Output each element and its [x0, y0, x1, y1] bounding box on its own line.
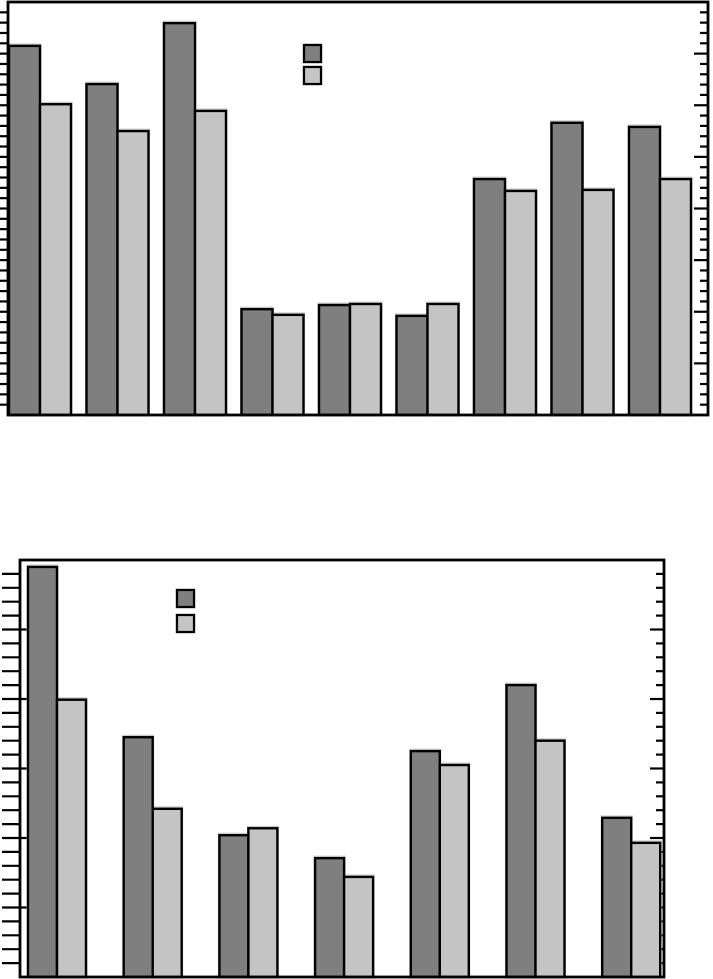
bar-series-1-dark-group-4 — [240, 307, 274, 417]
bottom-chart — [2, 558, 666, 979]
bar-series-2-light-group-5 — [438, 763, 470, 979]
bar-series-1-dark-group-7 — [601, 816, 633, 979]
bar-series-1-dark-group-2 — [85, 82, 119, 417]
legend-swatch-light — [302, 65, 323, 86]
bar-series-1-dark-group-9 — [627, 125, 662, 417]
bar-series-1-dark-group-3 — [162, 21, 197, 417]
legend — [175, 588, 196, 634]
bar-series-1-dark-group-2 — [122, 736, 154, 979]
bar-series-2-light-group-1 — [38, 103, 73, 417]
bar-series-2-light-group-2 — [116, 129, 150, 417]
bar-series-2-light-group-3 — [247, 827, 279, 979]
bar-series-2-light-group-4 — [271, 313, 305, 417]
bar-series-2-light-group-4 — [342, 875, 375, 979]
plot-frame — [6, 0, 710, 417]
top-chart — [0, 0, 710, 417]
bar-series-2-light-group-6 — [426, 302, 460, 417]
bar-series-1-dark-group-1 — [26, 565, 59, 979]
bar-series-1-dark-group-6 — [505, 683, 537, 979]
bar-series-2-light-group-2 — [151, 807, 183, 979]
y-axis-ticks-right — [694, 11, 708, 406]
bar-series-1-dark-group-7 — [472, 177, 507, 417]
legend — [302, 43, 323, 86]
legend-swatch-dark — [175, 588, 196, 609]
legend-swatch-dark — [302, 43, 323, 64]
bars — [26, 565, 662, 979]
bar-series-2-light-group-6 — [534, 739, 566, 979]
bar-series-2-light-group-1 — [55, 698, 88, 979]
bar-series-1-dark-group-6 — [395, 314, 429, 417]
bar-series-1-dark-group-1 — [7, 44, 42, 417]
bar-series-1-dark-group-8 — [550, 121, 584, 417]
bar-series-2-light-group-3 — [193, 109, 228, 417]
bar-series-2-light-group-7 — [503, 189, 538, 417]
bar-series-2-light-group-9 — [658, 177, 693, 417]
bar-series-1-dark-group-3 — [218, 834, 250, 979]
bar-series-2-light-group-5 — [348, 302, 383, 417]
legend-swatch-light — [175, 613, 196, 634]
bar-series-2-light-group-8 — [581, 188, 615, 417]
bars — [7, 21, 693, 417]
bar-series-1-dark-group-4 — [313, 856, 346, 979]
plot-frame — [18, 558, 666, 979]
bar-series-1-dark-group-5 — [317, 303, 352, 417]
bar-series-1-dark-group-5 — [409, 749, 441, 979]
bar-series-2-light-group-7 — [630, 841, 662, 979]
